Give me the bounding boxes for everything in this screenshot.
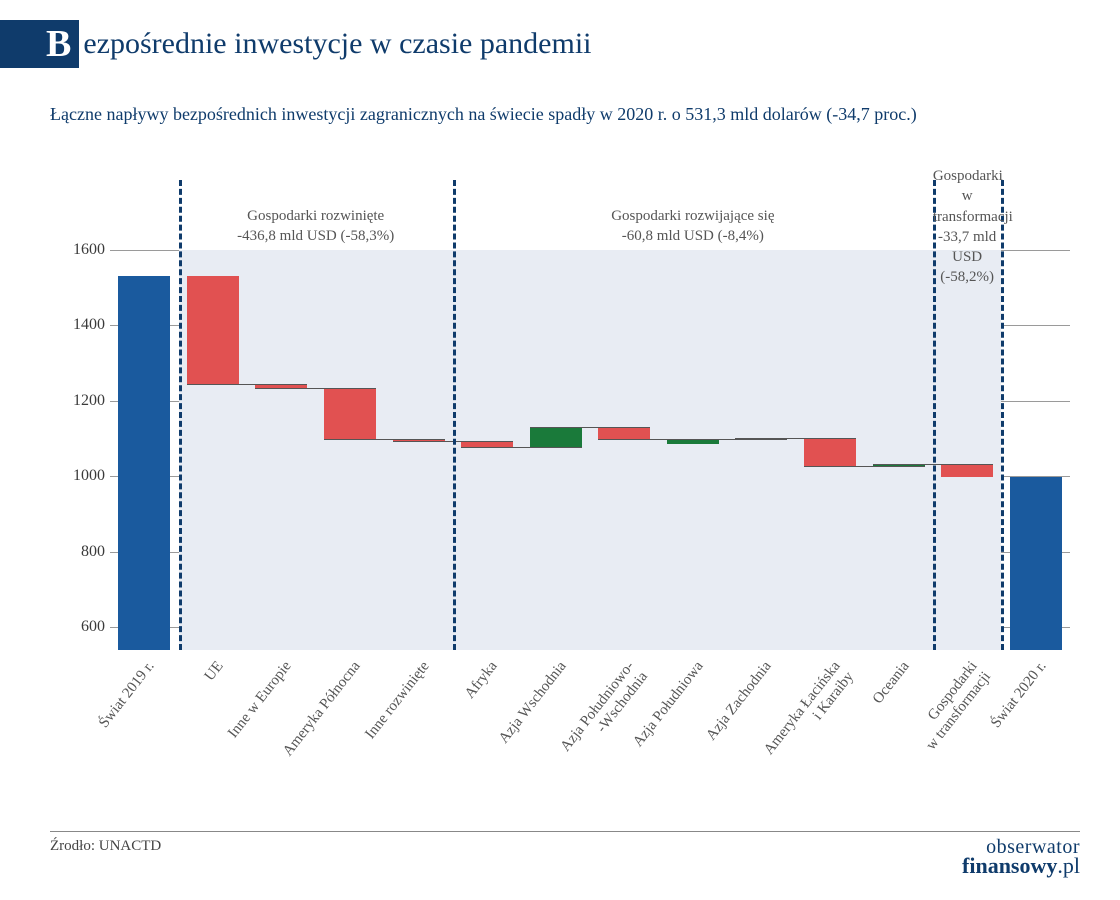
connector-line [735, 438, 856, 439]
bar-total [118, 276, 170, 650]
plot-area: 6008001000120014001600Świat 2019 r.UEInn… [110, 250, 1070, 650]
title-bar: B ezpośrednie inwestycje w czasie pandem… [0, 20, 1120, 68]
bar-increase [530, 427, 582, 447]
y-tick-label: 600 [60, 618, 105, 636]
waterfall-chart: 6008001000120014001600Świat 2019 r.UEInn… [50, 180, 1080, 780]
bar-decrease [187, 276, 239, 384]
bar-slot: Świat 2019 r. [110, 250, 179, 650]
group-divider [453, 180, 456, 650]
y-tick-label: 1600 [60, 241, 105, 259]
connector-line [530, 427, 651, 428]
bar-slot: Gospodarkiw transformacji [933, 250, 1002, 650]
bar-slot: Azja Południowa [659, 250, 728, 650]
x-axis-label: Inne rozwinięte [362, 654, 437, 743]
source-text: Źrodło: UNACTD [50, 838, 161, 855]
bar-decrease [941, 464, 993, 477]
y-tick-label: 800 [60, 543, 105, 561]
x-axis-label: Ameryka Łacińskai Karaiby [761, 654, 861, 769]
bar-slot: Inne rozwinięte [384, 250, 453, 650]
connector-line [461, 447, 582, 448]
connector-line [255, 388, 376, 389]
bar-slot: Inne w Europie [247, 250, 316, 650]
title-accent [0, 20, 40, 68]
bar-slot: Świat 2020 r. [1001, 250, 1070, 650]
bar-background [521, 250, 590, 650]
bar-slot: Ameryka Łacińskai Karaiby [796, 250, 865, 650]
x-axis-label: Oceania [869, 654, 916, 708]
footer: Źrodło: UNACTD obserwator finansowy.pl [50, 831, 1080, 876]
bar-background [384, 250, 453, 650]
bar-background [727, 250, 796, 650]
x-axis-label: Azja Wschodnia [496, 654, 574, 747]
connector-line [187, 384, 308, 385]
bar-background [247, 250, 316, 650]
x-axis-label: Świat 2019 r. [96, 654, 162, 732]
bar-slot: Afryka [453, 250, 522, 650]
bar-slot: UE [179, 250, 248, 650]
connector-line [667, 439, 788, 440]
logo-line-2: finansowy.pl [962, 856, 1080, 876]
x-axis-label: Azja Zachodnia [704, 654, 780, 744]
bar-decrease [598, 427, 650, 439]
bar-background [590, 250, 659, 650]
title-dropcap: B [40, 20, 79, 68]
connector-line [324, 439, 445, 440]
x-axis-label: Inne w Europie [226, 654, 300, 742]
x-axis-label: Gospodarkiw transformacji [910, 654, 999, 754]
y-tick-label: 1400 [60, 316, 105, 334]
bar-background [659, 250, 728, 650]
publisher-logo: obserwator finansowy.pl [962, 838, 1080, 876]
y-tick-label: 1000 [60, 467, 105, 485]
group-divider [179, 180, 182, 650]
group-label: Gospodarki rozwijające się-60,8 mld USD … [453, 206, 933, 247]
bar-decrease [324, 388, 376, 438]
group-divider [1001, 180, 1004, 650]
bar-slot: Azja Wschodnia [521, 250, 590, 650]
y-tick-label: 1200 [60, 392, 105, 410]
title-text: ezpośrednie inwestycje w czasie pandemii [79, 20, 591, 68]
connector-line [804, 466, 925, 467]
bar-background [453, 250, 522, 650]
bar-slot: Azja Południowo--Wschodnia [590, 250, 659, 650]
bar-background [933, 250, 1002, 650]
group-label: Gospodarki rozwinięte-436,8 mld USD (-58… [179, 206, 453, 247]
bar-background [864, 250, 933, 650]
bar-total [1010, 477, 1062, 650]
bar-slot: Ameryka Północna [316, 250, 385, 650]
x-axis-label: Afryka [462, 654, 505, 703]
bar-slot: Oceania [864, 250, 933, 650]
bar-decrease [804, 438, 856, 466]
bar-background [316, 250, 385, 650]
group-label: Gospodarkiw transformacji-33,7 mld USD(-… [933, 166, 1002, 288]
x-axis-label: Świat 2020 r. [988, 654, 1054, 732]
subtitle: Łączne napływy bezpośrednich inwestycji … [50, 104, 1120, 125]
x-axis-label: UE [202, 654, 231, 685]
bar-slot: Azja Zachodnia [727, 250, 796, 650]
